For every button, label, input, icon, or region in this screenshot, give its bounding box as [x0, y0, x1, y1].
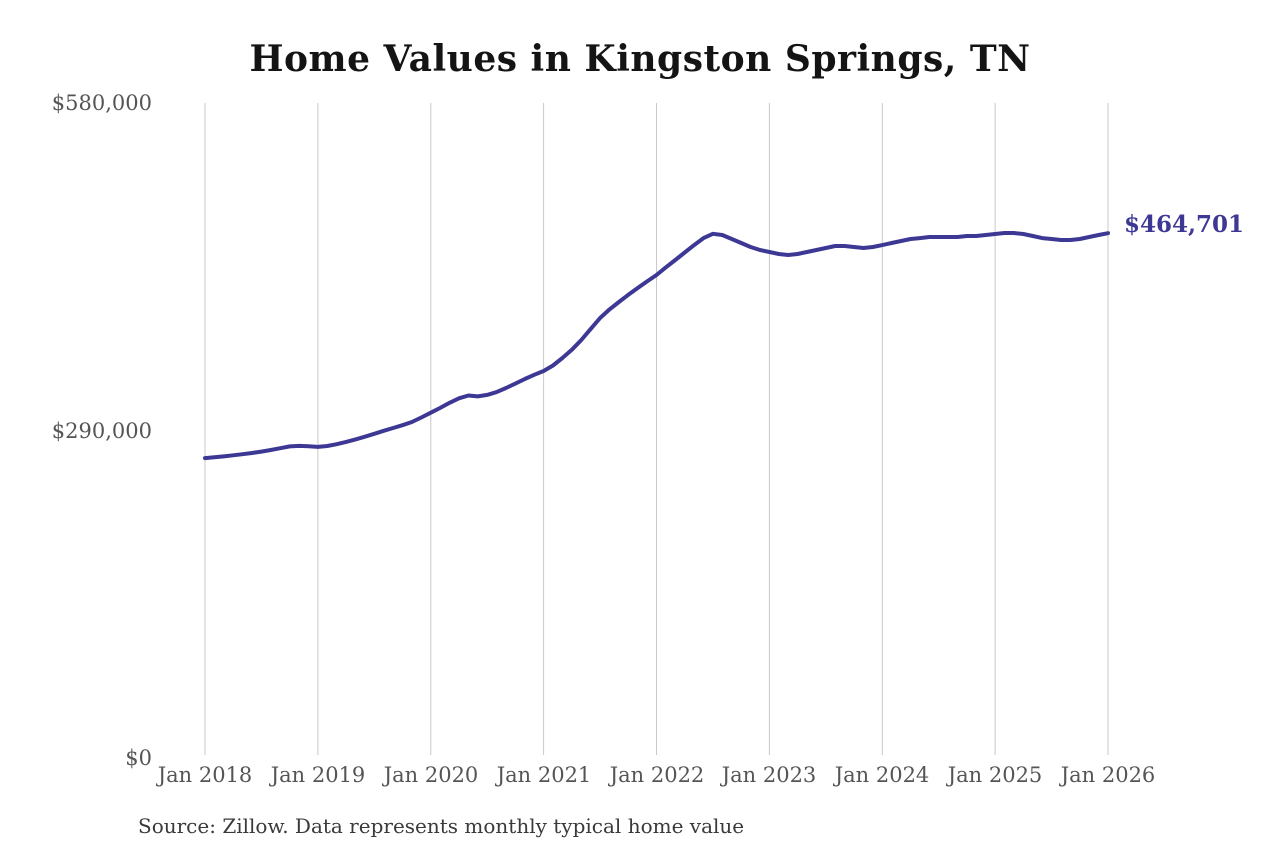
x-tick-label: Jan 2022	[609, 763, 705, 787]
x-tick-label: Jan 2019	[270, 763, 366, 787]
x-tick-label: Jan 2018	[157, 763, 253, 787]
y-tick-label: $290,000	[51, 419, 152, 443]
x-tick-label: Jan 2020	[383, 763, 479, 787]
x-tick-label: Jan 2026	[1060, 763, 1156, 787]
y-tick-label: $0	[125, 746, 152, 770]
home-value-line	[203, 231, 1110, 461]
x-tick-label: Jan 2025	[947, 763, 1043, 787]
latest-value-label: $464,701	[1124, 211, 1245, 238]
x-tick-label: Jan 2021	[496, 763, 592, 787]
source-note: Source: Zillow. Data represents monthly …	[138, 814, 745, 838]
y-tick-label: $580,000	[51, 91, 152, 115]
x-tick-label: Jan 2023	[721, 763, 817, 787]
chart-title: Home Values in Kingston Springs, TN	[249, 38, 1031, 80]
x-tick-label: Jan 2024	[834, 763, 930, 787]
